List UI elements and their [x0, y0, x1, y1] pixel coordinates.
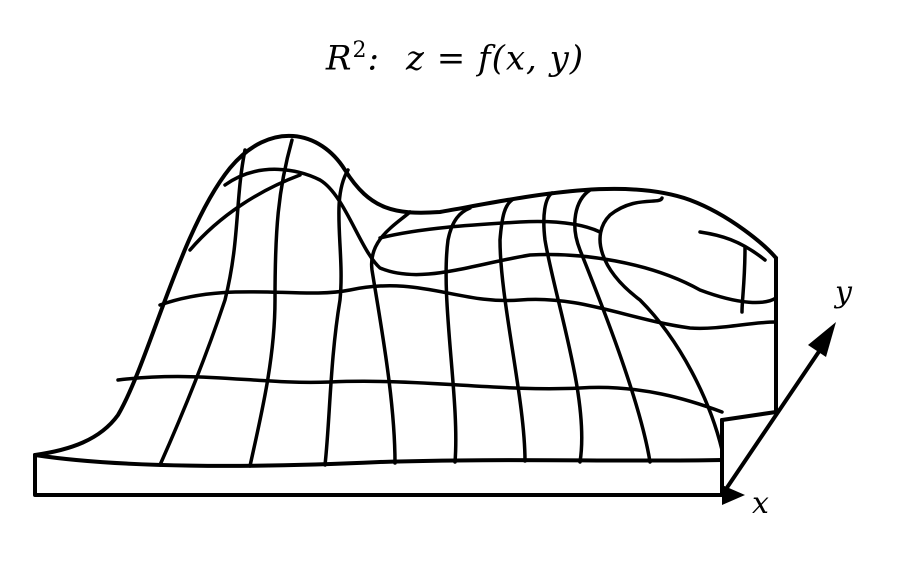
- x-axis-label: x: [752, 486, 769, 521]
- figure-title: R2: z = f(x, y): [0, 38, 910, 78]
- x-axis: x: [698, 485, 769, 521]
- title-equation: z = f(x, y): [405, 38, 585, 79]
- grid-lines-x: [158, 138, 767, 468]
- title-space: R: [325, 38, 353, 79]
- title-exponent: 2: [352, 38, 368, 63]
- title-separator: :: [367, 38, 380, 79]
- y-axis-arrowhead: [808, 322, 836, 357]
- surface-outline: [33, 133, 778, 468]
- grid-lines-y: [116, 167, 778, 414]
- y-axis: y: [720, 275, 853, 497]
- y-axis-label: y: [833, 275, 853, 310]
